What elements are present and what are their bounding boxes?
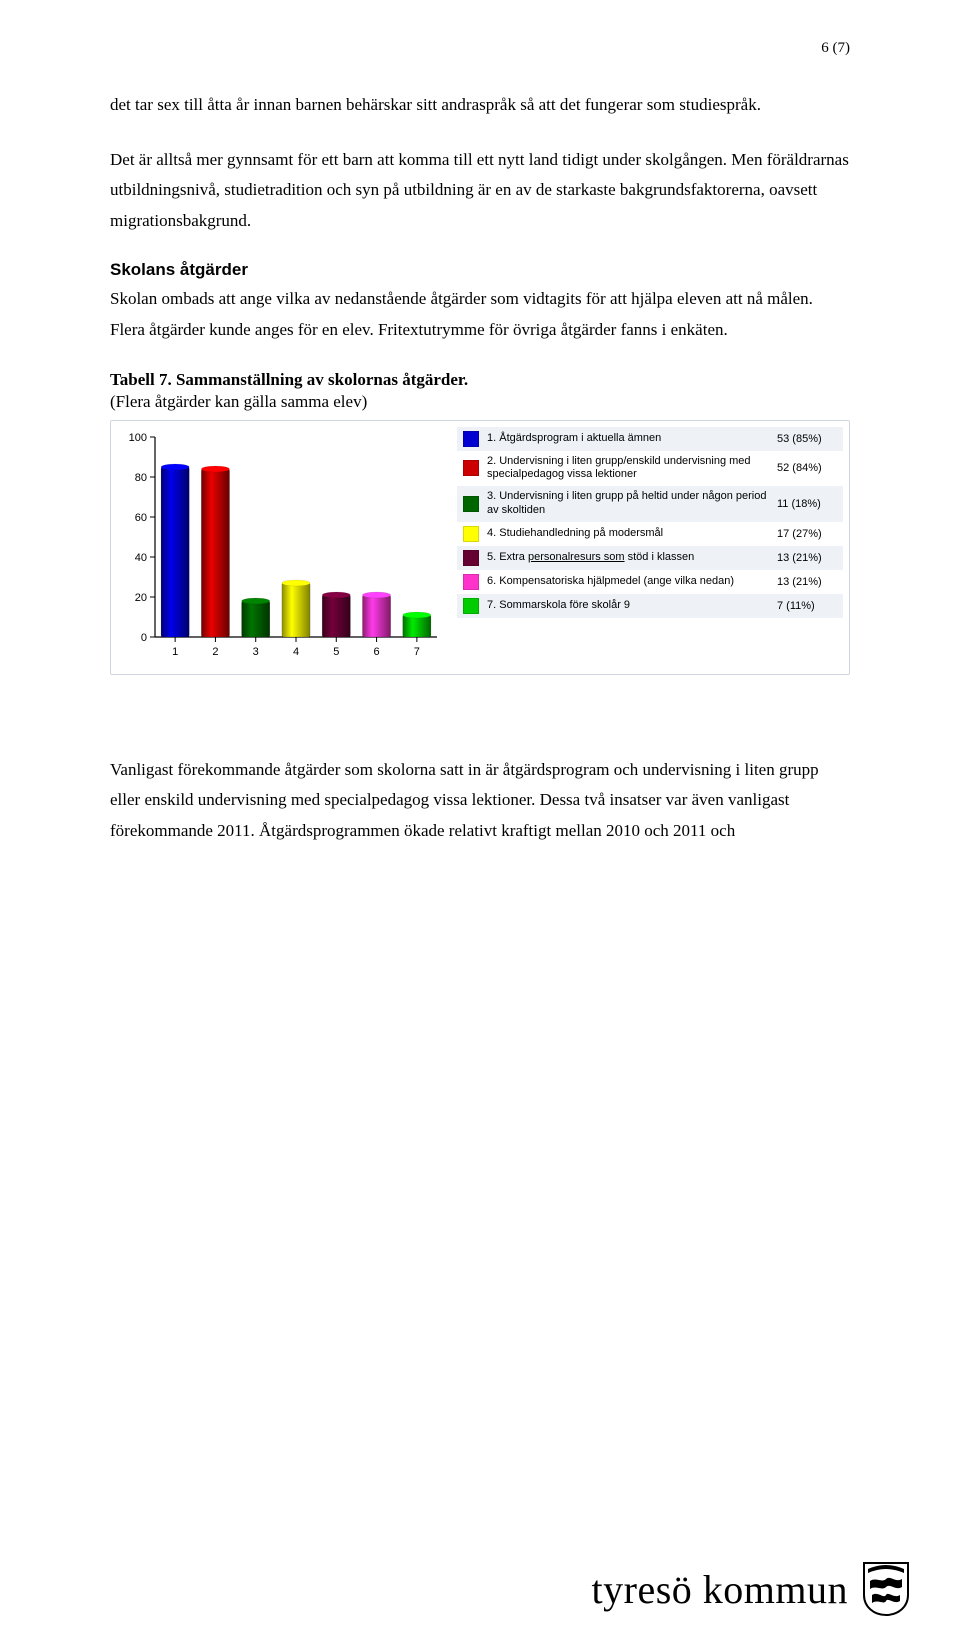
legend-label: 3. Undervisning i liten grupp på heltid … [487,490,769,518]
table-title: Tabell 7. Sammanställning av skolornas å… [110,370,850,390]
legend-swatch [463,550,479,566]
section-heading: Skolans åtgärder [110,260,850,280]
chart-legend: 1. Åtgärdsprogram i aktuella ämnen 53 (85… [457,427,843,618]
svg-text:40: 40 [135,552,147,564]
paragraph-1: det tar sex till åtta år innan barnen be… [110,90,850,121]
legend-swatch [463,526,479,542]
svg-text:4: 4 [293,646,299,658]
svg-text:80: 80 [135,472,147,484]
svg-text:20: 20 [135,592,147,604]
svg-text:100: 100 [129,432,147,444]
legend-value: 53 (85%) [777,433,837,445]
crest-icon [862,1561,910,1617]
legend-swatch [463,496,479,512]
legend-label: 5. Extra personalresurs som stöd i klass… [487,551,769,565]
footer-text: tyresö kommun [592,1566,848,1613]
legend-value: 17 (27%) [777,528,837,540]
legend-swatch [463,431,479,447]
paragraph-3: Skolan ombads att ange vilka av nedanstå… [110,284,850,345]
legend-value: 52 (84%) [777,462,837,474]
svg-text:6: 6 [374,646,380,658]
svg-text:60: 60 [135,512,147,524]
legend-item: 1. Åtgärdsprogram i aktuella ämnen 53 (85… [457,427,843,451]
paragraph-4: Vanligast förekommande åtgärder som skol… [110,755,850,847]
legend-item: 5. Extra personalresurs som stöd i klass… [457,546,843,570]
chart-container: 0 20 40 60 80 100 1 2 3 4 5 6 7 1. Åtgärdsprogram i … [110,420,850,675]
page-number: 6 (7) [821,40,850,57]
legend-label: 7. Sommarskola före skolår 9 [487,599,769,613]
page-footer: tyresö kommun [592,1561,910,1617]
paragraph-2: Det är alltså mer gynnsamt för ett barn … [110,145,850,237]
legend-swatch [463,598,479,614]
svg-text:1: 1 [172,646,178,658]
svg-text:0: 0 [141,632,147,644]
legend-item: 4. Studiehandledning på modersmål 17 (27%… [457,522,843,546]
legend-label: 4. Studiehandledning på modersmål [487,527,769,541]
legend-label: 2. Undervisning i liten grupp/enskild un… [487,455,769,483]
legend-item: 3. Undervisning i liten grupp på heltid … [457,486,843,522]
legend-value: 11 (18%) [777,498,837,510]
legend-value: 13 (21%) [777,576,837,588]
legend-item: 7. Sommarskola före skolår 9 7 (11%) [457,594,843,618]
legend-swatch [463,460,479,476]
legend-value: 13 (21%) [777,552,837,564]
bar-chart: 0 20 40 60 80 100 1 2 3 4 5 6 7 [117,427,447,672]
legend-item: 2. Undervisning i liten grupp/enskild un… [457,451,843,487]
svg-text:3: 3 [253,646,259,658]
svg-text:7: 7 [414,646,420,658]
legend-value: 7 (11%) [777,600,837,612]
legend-label: 1. Åtgärdsprogram i aktuella ämnen [487,432,769,446]
table-subtitle: (Flera åtgärder kan gälla samma elev) [110,392,850,412]
legend-swatch [463,574,479,590]
svg-text:2: 2 [212,646,218,658]
legend-label: 6. Kompensatoriska hjälpmedel (ange vilk… [487,575,769,589]
svg-text:5: 5 [333,646,339,658]
legend-item: 6. Kompensatoriska hjälpmedel (ange vilk… [457,570,843,594]
